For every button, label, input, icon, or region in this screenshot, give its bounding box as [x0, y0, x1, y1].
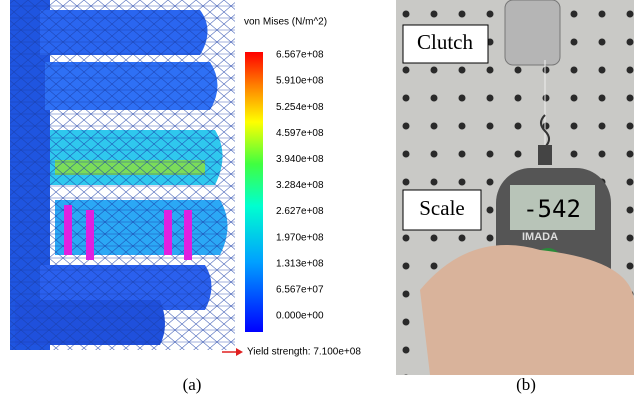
- colorbar-tick-label: 3.940e+08: [276, 154, 324, 165]
- colorbar-tick-label: 3.284e+08: [276, 180, 324, 191]
- colorbar-tick-label: 0.000e+00: [276, 311, 324, 322]
- colorbar-tick-label: 6.567e+08: [276, 50, 324, 61]
- colorbar-tick-label: 5.254e+08: [276, 102, 324, 113]
- caption: (b): [516, 375, 536, 394]
- colorbar-tick-label: 1.970e+08: [276, 232, 324, 243]
- colorbar-tick-label: 2.627e+08: [276, 206, 324, 217]
- yield-label: Yield strength: 7.100e+08: [247, 347, 361, 358]
- label: Scale: [419, 196, 464, 220]
- colorbar-tick-label: 4.597e+08: [276, 128, 324, 139]
- label: Clutch: [417, 30, 473, 54]
- scale-display: -542: [523, 195, 581, 223]
- caption: (a): [183, 375, 202, 394]
- colorbar: [245, 52, 263, 332]
- colorbar-tick-label: 1.313e+08: [276, 258, 324, 269]
- fea-model: [10, 0, 235, 350]
- colorbar-tick-label: 5.910e+08: [276, 76, 324, 87]
- legend-title: von Mises (N/m^2): [244, 17, 327, 28]
- figure: von Mises (N/m^2) 6.567e+08 5.910e+08 5.25…: [0, 0, 634, 400]
- yield-arrow-head: [236, 348, 243, 356]
- brand: IMADA: [522, 231, 558, 243]
- colorbar-tick-label: 6.567e+07: [276, 285, 324, 296]
